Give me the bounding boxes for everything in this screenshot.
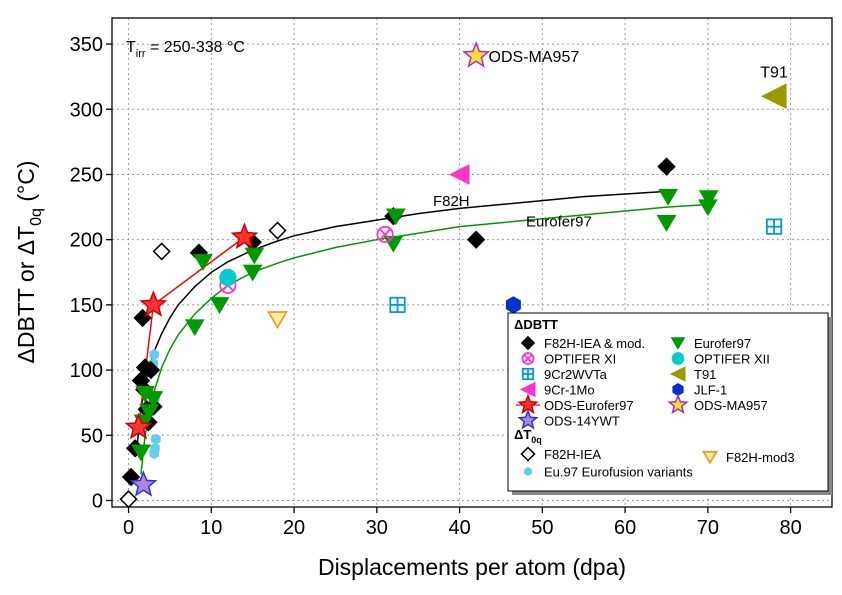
legend-marker: [521, 352, 535, 365]
x-tick-label: 70: [697, 517, 719, 539]
legend-label: ODS-MA957: [694, 398, 768, 413]
data-point: [505, 296, 521, 314]
data-point: [149, 448, 159, 460]
point-label: ODS-MA957: [489, 49, 580, 66]
fit-line: [136, 190, 667, 449]
data-point: [656, 215, 677, 232]
legend-label: F82H-IEA & mod.: [544, 336, 645, 351]
legend-marker: [667, 393, 689, 415]
data-point: [385, 208, 406, 226]
point-label: T91: [760, 64, 788, 81]
legend-marker: [520, 335, 536, 351]
plot-labels: Tirr = 250-338 °C Displacements per atom…: [13, 39, 788, 580]
y-tick-label: 100: [70, 360, 103, 382]
data-point: [383, 235, 404, 253]
x-tick-label: 20: [283, 517, 305, 539]
x-tick-label: 40: [448, 517, 470, 539]
legend-marker: [672, 383, 684, 396]
data-point: [139, 290, 168, 317]
x-tick-label: 50: [531, 517, 553, 539]
legend-marker: [519, 381, 536, 398]
data-point: [765, 218, 783, 235]
data-point: [143, 391, 164, 408]
plot-frame: [111, 17, 833, 508]
legend-label: Eurofer97: [694, 336, 751, 351]
y-tick-label: 200: [70, 230, 103, 252]
axis-ticks: 0 10 20 30 40 50 60 70 80 0 50 100 150 200 250 300 350: [70, 34, 802, 539]
legend-label: JLF-1: [694, 383, 727, 398]
data-point: [119, 490, 138, 509]
legend-label: OPTIFER XII: [694, 352, 770, 367]
data-point: [268, 221, 287, 240]
data-point: [152, 242, 171, 261]
legend-marker: [517, 393, 539, 415]
x-axis-title: Displacements per atom (dpa): [318, 554, 626, 580]
curve-label: Eurofer97: [526, 214, 592, 231]
legend-label: 9Cr2WVTa: [544, 367, 608, 382]
legend-label: ODS-Eurofer97: [544, 398, 634, 413]
data-point: [466, 230, 486, 249]
y-axis-title: ΔDBTT or ΔT0q (°C): [13, 161, 45, 364]
legend-label: OPTIFER XI: [544, 352, 616, 367]
y-tick-label: 0: [92, 490, 103, 512]
x-tick-label: 60: [614, 517, 636, 539]
y-tick-label: 300: [70, 99, 103, 121]
x-tick-label: 80: [779, 517, 801, 539]
legend-heading: ΔT0q: [514, 427, 542, 445]
legend-label: 9Cr-1Mo: [544, 383, 595, 398]
data-point: [149, 348, 159, 360]
legend-marker: [517, 409, 539, 430]
y-tick-label: 250: [70, 164, 103, 186]
data-point: [448, 164, 470, 185]
legend-label: ODS-14YWT: [544, 414, 620, 429]
data-point: [389, 296, 406, 313]
data-point: [129, 470, 158, 497]
legend-label: Eu.97 Eurofusion variants: [544, 465, 693, 480]
x-tick-label: 0: [123, 517, 134, 539]
legend-marker: [671, 352, 685, 365]
data-point: [131, 444, 151, 462]
fit-line: [140, 203, 708, 475]
legend-label: F82H-mod3: [726, 450, 795, 465]
grid: [112, 18, 832, 507]
data-point: [141, 360, 161, 380]
data-point: [230, 222, 259, 249]
data-points: [119, 41, 787, 509]
legend-marker: [524, 467, 532, 476]
y-tick-label: 50: [81, 425, 103, 447]
legend: ΔDBTT F82H-IEA & mod. Eurofer97 OPTIFER XI O…: [507, 312, 832, 495]
data-point: [657, 157, 676, 176]
data-point: [242, 264, 263, 282]
data-point: [698, 190, 719, 208]
data-point: [124, 412, 153, 440]
legend-label: F82H-IEA: [544, 447, 601, 462]
legend-marker: [670, 337, 686, 350]
irradiation-temperature-annotation: Tirr = 250-338 °C: [126, 39, 245, 60]
curve-label: F82H: [433, 193, 470, 210]
data-point: [193, 254, 213, 271]
data-point: [244, 247, 265, 265]
data-point: [658, 188, 679, 206]
data-point: [376, 225, 394, 244]
data-point: [462, 41, 491, 68]
legend-marker: [520, 446, 536, 462]
legend-marker: [669, 366, 686, 382]
y-tick-label: 350: [70, 34, 103, 56]
x-tick-label: 10: [200, 517, 222, 539]
data-point: [151, 433, 161, 445]
data-point: [209, 297, 230, 314]
data-point: [184, 319, 205, 337]
legend-heading: ΔDBTT: [514, 317, 558, 332]
x-tick-label: 30: [366, 517, 388, 539]
data-point: [139, 404, 160, 421]
y-tick-label: 150: [70, 295, 103, 317]
data-point: [760, 83, 787, 110]
legend-label: T91: [694, 367, 716, 382]
legend-marker: [701, 450, 719, 465]
data-point: [266, 311, 289, 330]
data-point: [219, 268, 237, 287]
legend-marker: [521, 367, 535, 381]
